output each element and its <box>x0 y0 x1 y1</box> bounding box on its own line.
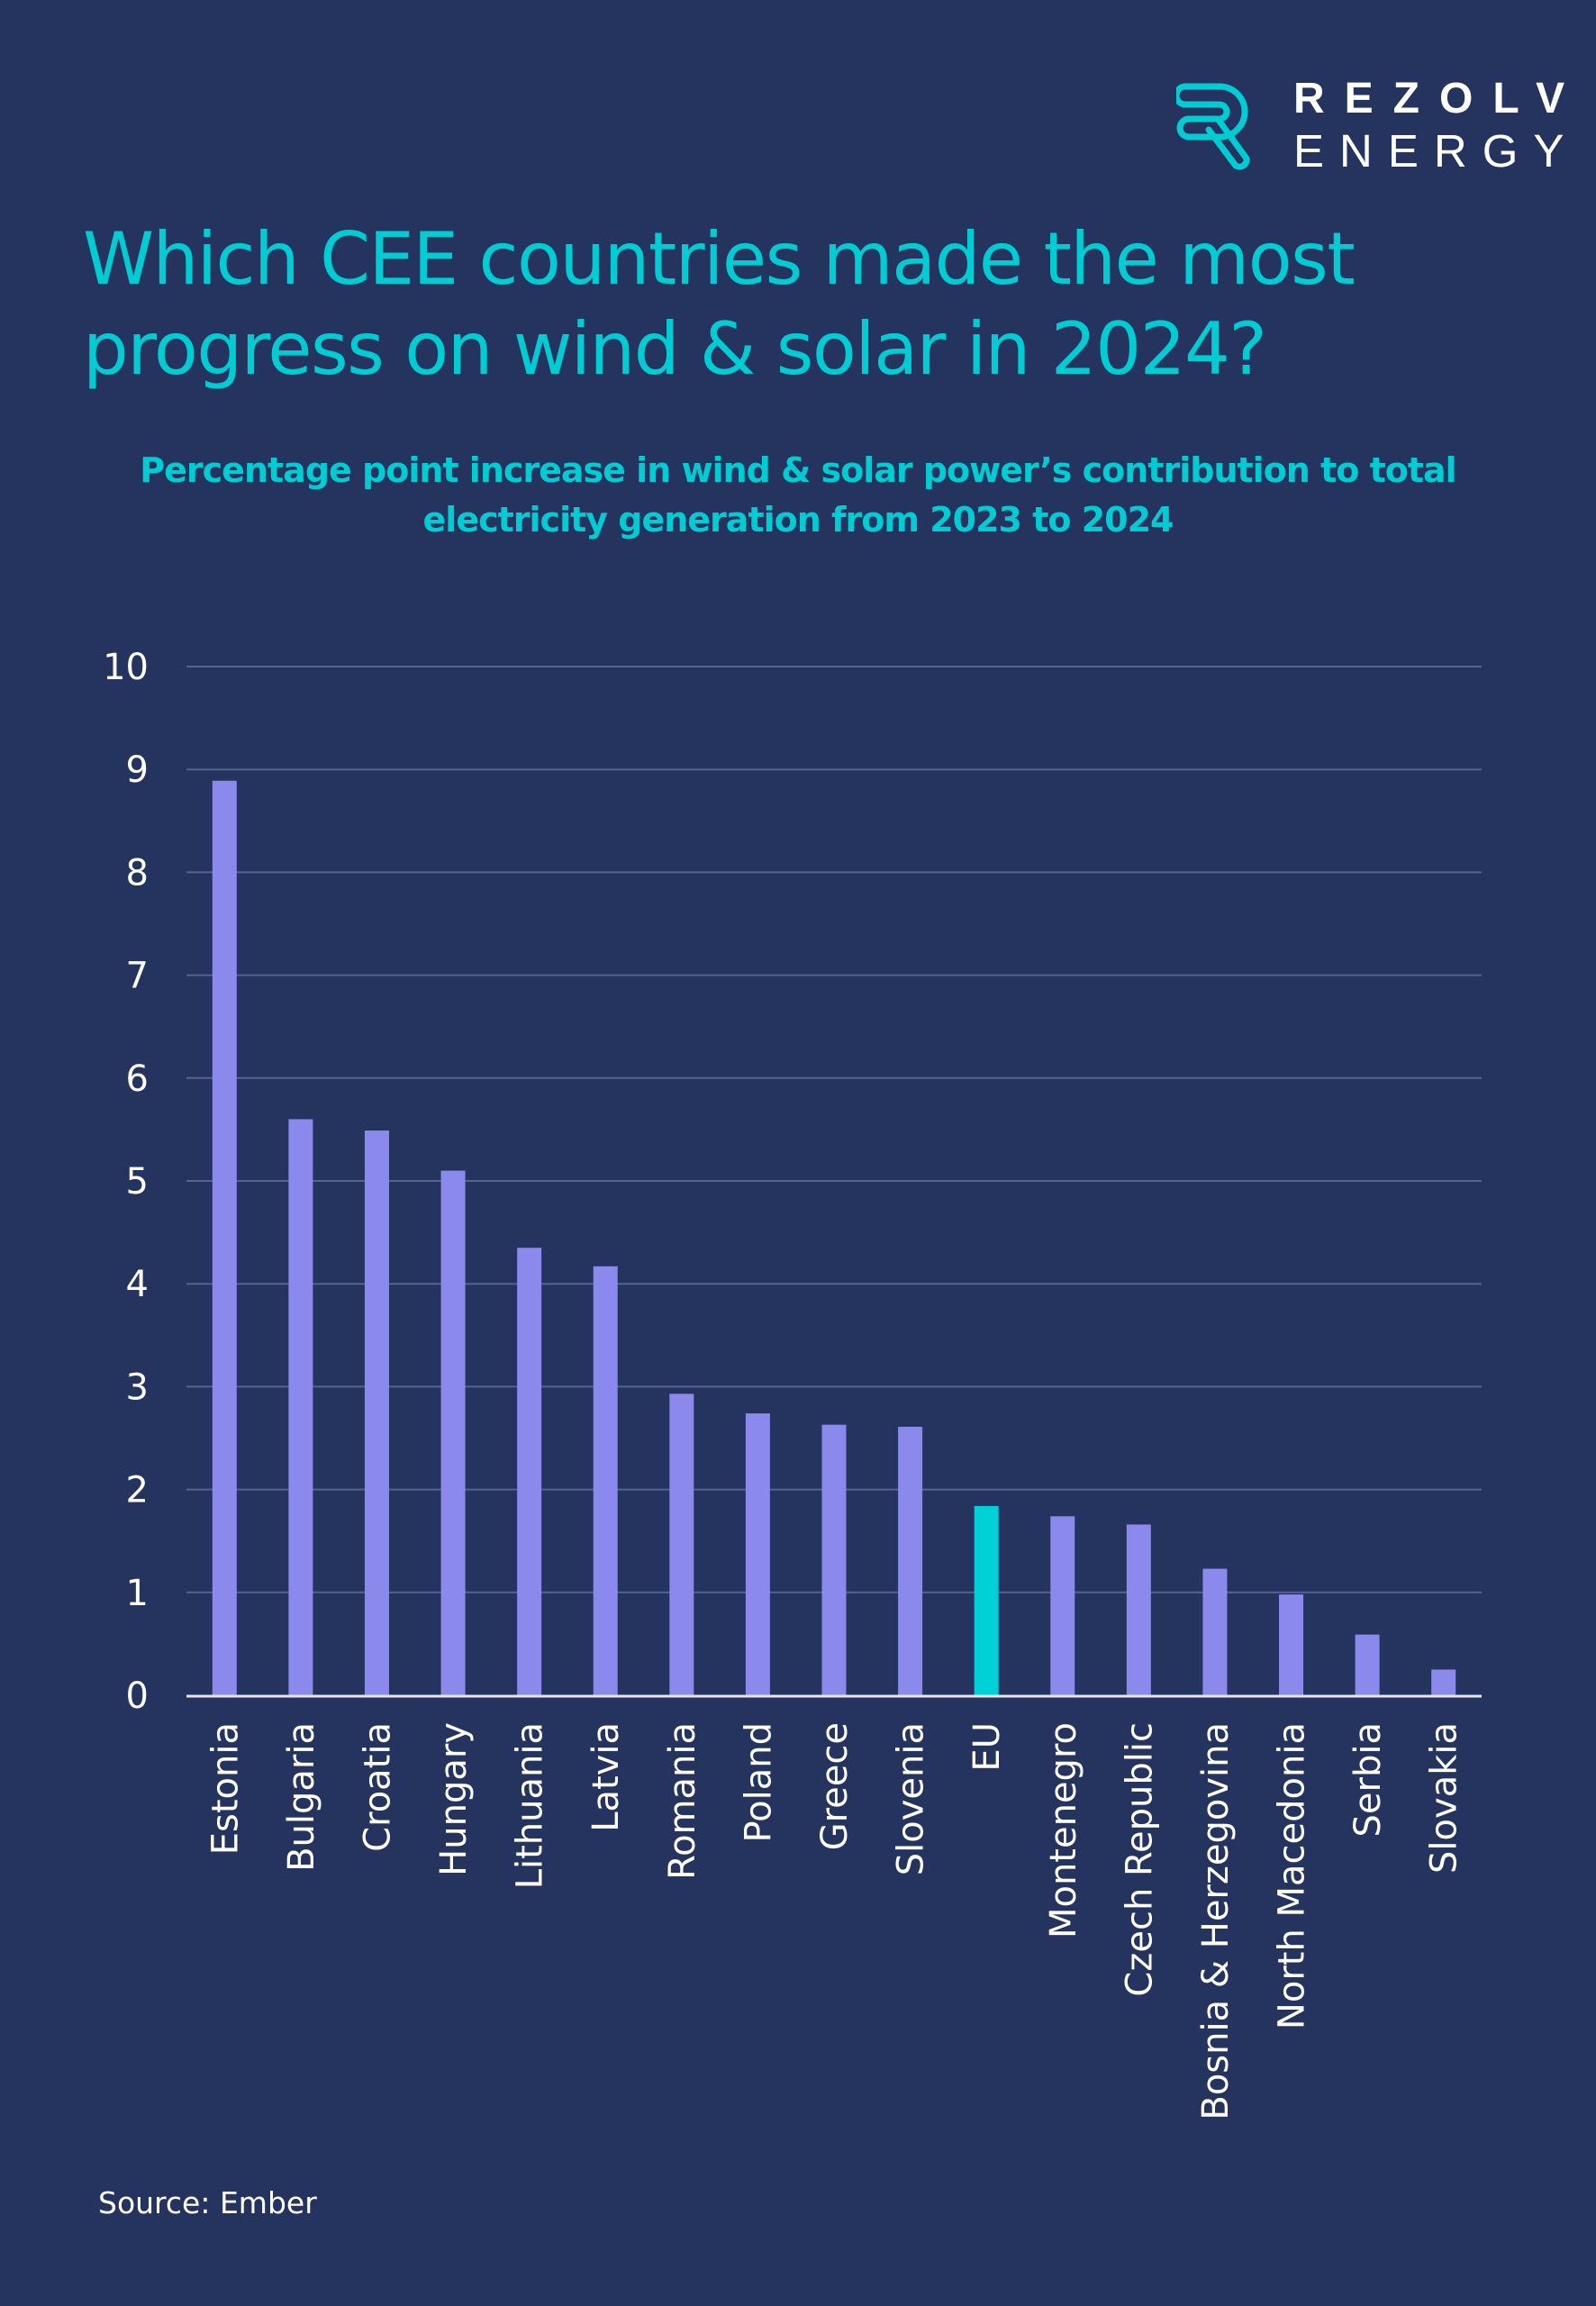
x-tick-label: Poland <box>738 1722 779 1843</box>
x-tick-label: Czech Republic <box>1119 1722 1160 1997</box>
brand-logo: REZOLV ENERGY <box>1171 76 1564 177</box>
bar-slovakia <box>1431 1669 1456 1695</box>
bar-latvia <box>593 1266 618 1695</box>
bar-bosnia-herzegovina <box>1202 1568 1228 1695</box>
bar-slovenia <box>898 1426 923 1695</box>
y-tick-label: 7 <box>126 956 149 997</box>
x-tick-label: North Macedonia <box>1272 1722 1313 2029</box>
bar-romania <box>669 1394 694 1695</box>
bar-hungary <box>440 1170 466 1695</box>
y-tick-label: 5 <box>126 1161 149 1203</box>
y-tick-label: 1 <box>126 1573 149 1614</box>
bar-lithuania <box>517 1248 542 1695</box>
y-tick-label: 0 <box>126 1675 149 1717</box>
x-tick-label: Hungary <box>433 1722 475 1876</box>
y-tick-label: 4 <box>126 1264 149 1305</box>
x-tick-label: Montenegro <box>1043 1722 1084 1938</box>
bar-bulgaria <box>288 1119 313 1695</box>
bar-czech-republic <box>1126 1524 1151 1695</box>
x-tick-label: Latvia <box>585 1722 627 1832</box>
bar-serbia <box>1355 1634 1380 1695</box>
x-tick-label: EU <box>966 1722 1008 1772</box>
x-axis-labels: Estonia Bulgaria Croatia Hungary Lithuania La… <box>204 1722 1465 2120</box>
bar-north-macedonia <box>1279 1594 1304 1695</box>
x-tick-label: Serbia <box>1347 1722 1389 1837</box>
x-tick-label: Bulgaria <box>281 1722 322 1872</box>
y-tick-label: 2 <box>126 1470 149 1512</box>
bar-estonia <box>212 780 237 1695</box>
bar-eu <box>974 1505 999 1695</box>
x-tick-label: Croatia <box>357 1722 398 1852</box>
bars <box>212 780 1456 1695</box>
x-tick-label: Lithuania <box>510 1722 551 1889</box>
page-title: Which CEE countries made the most progre… <box>83 217 1356 391</box>
y-tick-label: 8 <box>126 852 149 894</box>
brand-subname: ENERGY <box>1293 125 1580 177</box>
bar-greece <box>821 1424 847 1695</box>
x-tick-label: Estonia <box>204 1722 246 1855</box>
y-tick-label: 10 <box>103 647 149 688</box>
y-tick-label: 9 <box>126 749 149 791</box>
y-tick-label: 6 <box>126 1058 149 1100</box>
bar-croatia <box>364 1130 389 1695</box>
x-tick-label: Romania <box>662 1722 703 1880</box>
bar-poland <box>745 1413 770 1695</box>
r-logo-icon <box>1176 83 1250 170</box>
bar-montenegro <box>1050 1516 1075 1695</box>
brand-name: REZOLV <box>1293 75 1585 123</box>
chart-subtitle: Percentage point increase in wind & sola… <box>140 450 1456 540</box>
x-tick-label: Greece <box>814 1722 856 1850</box>
y-axis-ticks: 0 1 2 3 4 5 6 7 8 9 10 <box>103 647 149 1717</box>
y-tick-label: 3 <box>126 1366 149 1408</box>
x-tick-label: Slovakia <box>1424 1722 1465 1874</box>
source-note: Source: Ember <box>98 2185 317 2220</box>
x-tick-label: Slovenia <box>891 1722 932 1875</box>
x-tick-label: Bosnia & Herzegovina <box>1195 1722 1237 2120</box>
